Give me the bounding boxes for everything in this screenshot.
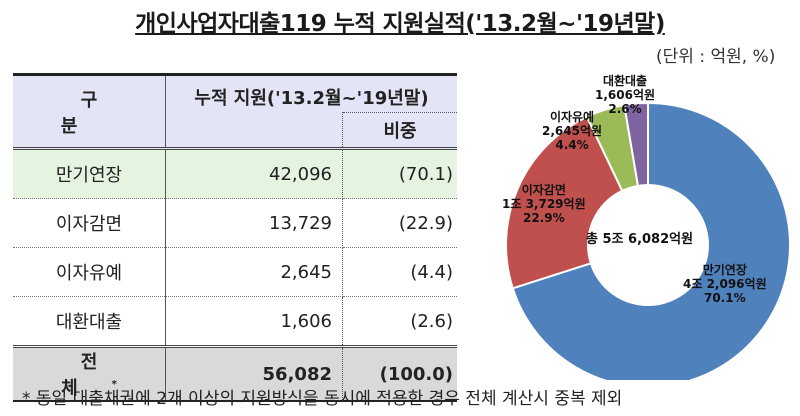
table-row: 이자유예 2,645 (4.4) — [13, 247, 457, 297]
row-amount: 2,645 — [165, 247, 343, 297]
label-interest-reduction: 이자감면 1조 3,729억원 22.9% — [502, 183, 586, 225]
row-category: 만기연장 — [13, 147, 166, 199]
center-total-label: 총 5조 6,082억원 — [586, 232, 694, 247]
total-share: (100.0) — [342, 345, 457, 402]
donut-chart: 대환대출 1,606억원 2.6% 이자유예 2,645억원 4.4% 이자감면… — [480, 70, 800, 388]
table-row: 대환대출 1,606 (2.6) — [13, 296, 457, 347]
label-maturity-extension: 만기연장 4조 2,096억원 70.1% — [683, 263, 767, 305]
row-category: 이자유예 — [13, 247, 166, 297]
header-category: 구 분 — [13, 73, 166, 149]
row-amount: 1,606 — [165, 296, 343, 347]
slice-interest-reduction — [505, 115, 624, 290]
total-category: 전 체* — [13, 345, 166, 402]
label-interest-deferral: 이자유예 2,645억원 4.4% — [542, 110, 603, 152]
row-category: 이자감면 — [13, 198, 166, 248]
row-share: (4.4) — [342, 247, 457, 297]
table-row: 이자감면 13,729 (22.9) — [13, 198, 457, 248]
total-label: 전 체 — [61, 352, 132, 399]
footnote: * 동일 대출채권에 2개 이상의 지원방식을 동시에 적용한 경우 전체 계산… — [22, 389, 623, 409]
footnote-mark: * — [111, 379, 117, 390]
page-title: 개인사업자대출119 누적 지원실적('13.2월~'19년말) — [135, 11, 665, 37]
row-share: (2.6) — [410, 310, 453, 332]
donut-svg — [505, 101, 791, 388]
label-refinancing: 대환대출 1,606억원 2.6% — [595, 74, 656, 116]
unit-label: (단위 : 억원, %) — [656, 47, 776, 67]
slice-maturity-extension — [511, 101, 791, 388]
header-share: 비중 — [342, 112, 457, 149]
row-share: (22.9) — [342, 198, 457, 248]
row-share: (70.1) — [342, 147, 457, 199]
total-amount: 56,082 — [165, 345, 343, 402]
table-subheader-row: 비중 — [13, 112, 457, 149]
header-amount — [165, 112, 343, 149]
table-row: 만기연장 42,096 (70.1) — [13, 147, 457, 199]
header-cumulative: 누적 지원('13.2월~'19년말) — [165, 73, 457, 113]
row-amount: 42,096 — [165, 147, 343, 199]
row-category: 대환대출 — [13, 296, 166, 347]
table-total-row: 전 체* 56,082 (100.0) — [13, 345, 457, 402]
support-table: 구 분 누적 지원('13.2월~'19년말) 비중 만기연장 42,096 (… — [13, 73, 457, 402]
slice-refinancing — [623, 101, 649, 187]
table-header-row: 구 분 누적 지원('13.2월~'19년말) — [13, 73, 457, 149]
row-amount: 13,729 — [165, 198, 343, 248]
